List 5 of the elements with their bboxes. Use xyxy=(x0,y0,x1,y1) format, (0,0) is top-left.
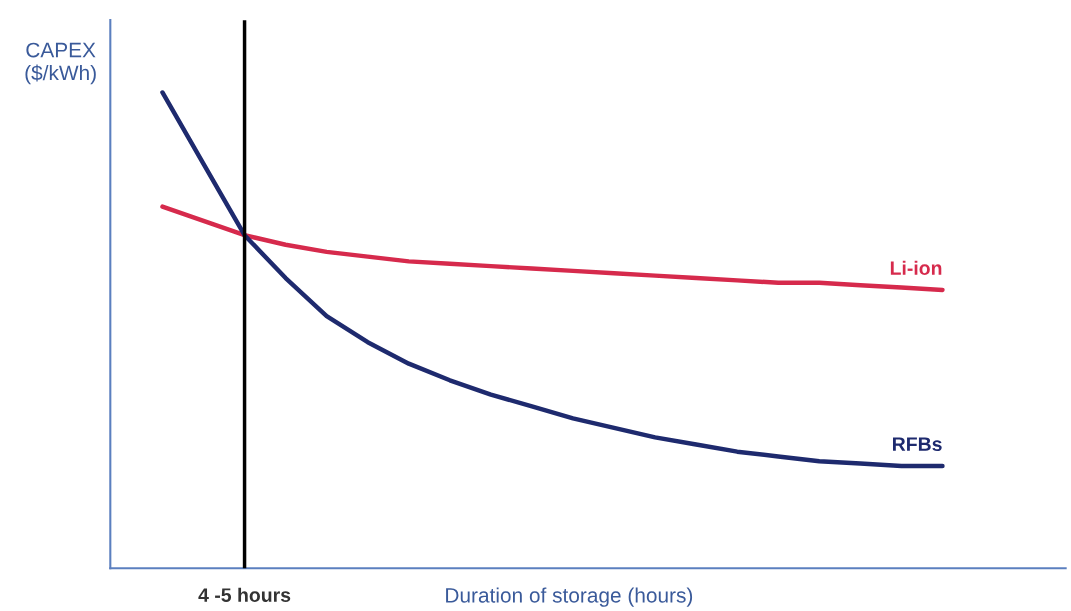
series-label: RFBs xyxy=(893,437,942,451)
series-label: Li-ion xyxy=(890,260,942,275)
x-axis-title: Duration of storage (hours) xyxy=(446,587,693,607)
y-axis-title: CAPEX ($/kWh) xyxy=(25,42,96,85)
text: 4 -5 hours xyxy=(198,587,291,602)
